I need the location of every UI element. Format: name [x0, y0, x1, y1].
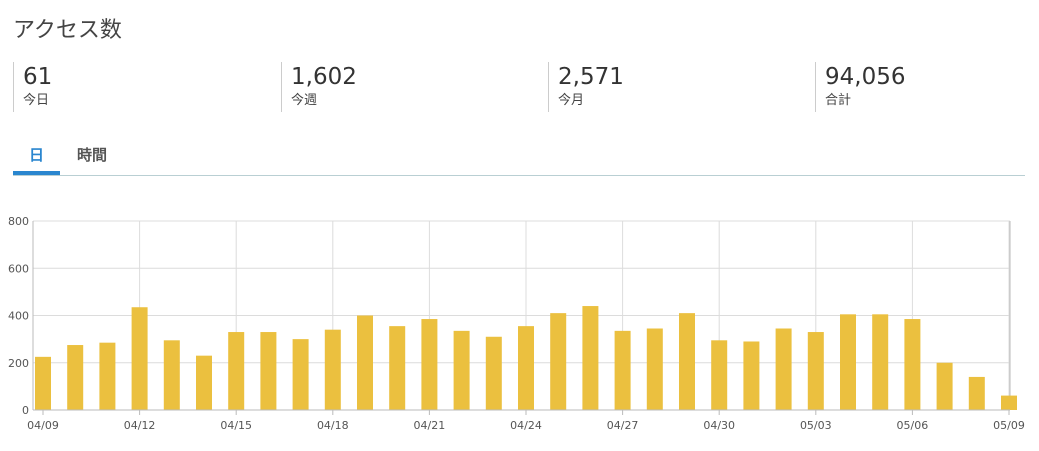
stat-label: 合計 — [825, 93, 852, 108]
x-tick-label: 04/24 — [510, 419, 542, 432]
bar — [292, 339, 309, 410]
tab-hour[interactable]: 時間 — [77, 146, 108, 164]
bar — [872, 314, 889, 410]
bar — [904, 319, 921, 410]
y-tick-label: 600 — [8, 262, 29, 275]
x-tick-label: 04/18 — [317, 419, 349, 432]
x-tick-label: 04/15 — [220, 419, 252, 432]
stat-label: 今月 — [558, 93, 585, 108]
bar — [67, 345, 84, 410]
bar — [260, 332, 277, 410]
stat-label: 今週 — [291, 93, 318, 108]
tab-divider — [13, 175, 1025, 176]
x-tick-label: 04/27 — [607, 419, 639, 432]
x-tick-label: 04/21 — [414, 419, 446, 432]
bar — [968, 376, 985, 410]
bar — [679, 313, 695, 410]
bar — [936, 362, 953, 410]
x-tick-label: 05/06 — [897, 419, 929, 432]
bar — [35, 356, 51, 410]
x-tick-label: 04/30 — [703, 419, 735, 432]
x-tick-label: 04/12 — [124, 419, 156, 432]
y-tick-label: 0 — [22, 404, 29, 417]
tab-day[interactable]: 日 — [29, 146, 45, 164]
page-title: アクセス数 — [13, 18, 122, 43]
stat-box: 61 今日 — [13, 62, 52, 112]
stat-value: 61 — [23, 64, 53, 90]
stat-label: 今日 — [23, 93, 50, 108]
bar — [99, 342, 116, 410]
bar — [743, 341, 760, 410]
bar — [196, 355, 212, 410]
bar — [807, 332, 824, 410]
bar — [1001, 395, 1017, 410]
y-tick-label: 400 — [8, 310, 29, 323]
bar — [582, 306, 599, 410]
bar — [840, 314, 856, 410]
bar — [614, 330, 631, 410]
y-tick-label: 200 — [8, 357, 29, 370]
stat-box: 1,602 今週 — [281, 62, 357, 112]
bar — [711, 340, 728, 410]
bar — [228, 332, 245, 410]
bar — [389, 326, 406, 410]
bar — [453, 330, 470, 410]
x-tick-label: 05/09 — [993, 419, 1025, 432]
bar — [518, 326, 534, 410]
bar — [421, 319, 438, 410]
x-tick-label: 04/09 — [27, 419, 59, 432]
chart: 0 200 400 600 800 04/09 04/12 04/15 04/18 04/21 04… — [8, 215, 1025, 432]
tab-indicator — [13, 171, 60, 175]
y-tick-label: 800 — [8, 215, 29, 228]
bar — [646, 328, 663, 410]
bar — [324, 329, 341, 410]
stat-value: 94,056 — [825, 64, 906, 90]
bar — [131, 307, 148, 410]
stat-value: 1,602 — [291, 64, 357, 90]
bar — [163, 340, 180, 410]
x-tick-label: 05/03 — [800, 419, 832, 432]
bar — [357, 315, 373, 410]
bar — [775, 328, 792, 410]
bar — [485, 336, 502, 410]
stat-box: 2,571 今月 — [548, 62, 624, 112]
stat-value: 2,571 — [558, 64, 624, 90]
stat-box: 94,056 合計 — [815, 62, 905, 112]
bar — [550, 313, 567, 410]
